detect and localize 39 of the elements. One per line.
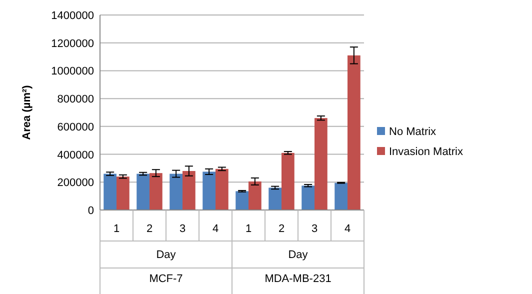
bar bbox=[216, 168, 228, 210]
text: Day bbox=[156, 249, 176, 261]
y-tick-label: 1400000 bbox=[51, 10, 94, 22]
bar bbox=[314, 118, 328, 210]
y-tick-label: 600000 bbox=[57, 121, 94, 134]
x-tick-label: 3 bbox=[179, 223, 186, 235]
x-tick-label: 4 bbox=[344, 223, 351, 235]
bar bbox=[170, 174, 182, 210]
bar bbox=[182, 171, 196, 210]
bar bbox=[302, 186, 314, 210]
x-tick-label: 2 bbox=[278, 223, 285, 235]
bar bbox=[236, 191, 248, 210]
bar bbox=[348, 55, 360, 210]
x-tick-label: 3 bbox=[311, 223, 318, 235]
y-tick-label: 400000 bbox=[57, 149, 94, 162]
bar bbox=[136, 174, 150, 210]
y-tick-label: 1000000 bbox=[51, 66, 94, 78]
bar bbox=[104, 174, 116, 210]
bar bbox=[248, 181, 262, 210]
x-tick-label: 1 bbox=[245, 223, 252, 235]
x-tick-label: 4 bbox=[212, 223, 219, 235]
text: Day bbox=[288, 249, 308, 261]
x-tick-label: 2 bbox=[146, 223, 153, 235]
y-tick-label: 1200000 bbox=[51, 38, 94, 50]
legend-label: Invasion Matrix bbox=[389, 146, 464, 158]
legend-label: No Matrix bbox=[389, 126, 437, 138]
y-axis-title: Area (µm²) bbox=[21, 84, 33, 140]
y-tick-label: 0 bbox=[88, 205, 94, 217]
text: MCF-7 bbox=[149, 273, 183, 285]
text: MDA-MB-231 bbox=[264, 273, 332, 285]
x-tick-label: 1 bbox=[113, 223, 120, 235]
bar bbox=[334, 182, 348, 210]
bar bbox=[116, 176, 130, 210]
bar bbox=[268, 188, 282, 210]
bar bbox=[202, 172, 216, 210]
y-tick-label: 200000 bbox=[57, 177, 94, 190]
bar bbox=[150, 173, 162, 210]
y-tick-label: 800000 bbox=[57, 94, 94, 106]
bar bbox=[282, 152, 294, 210]
